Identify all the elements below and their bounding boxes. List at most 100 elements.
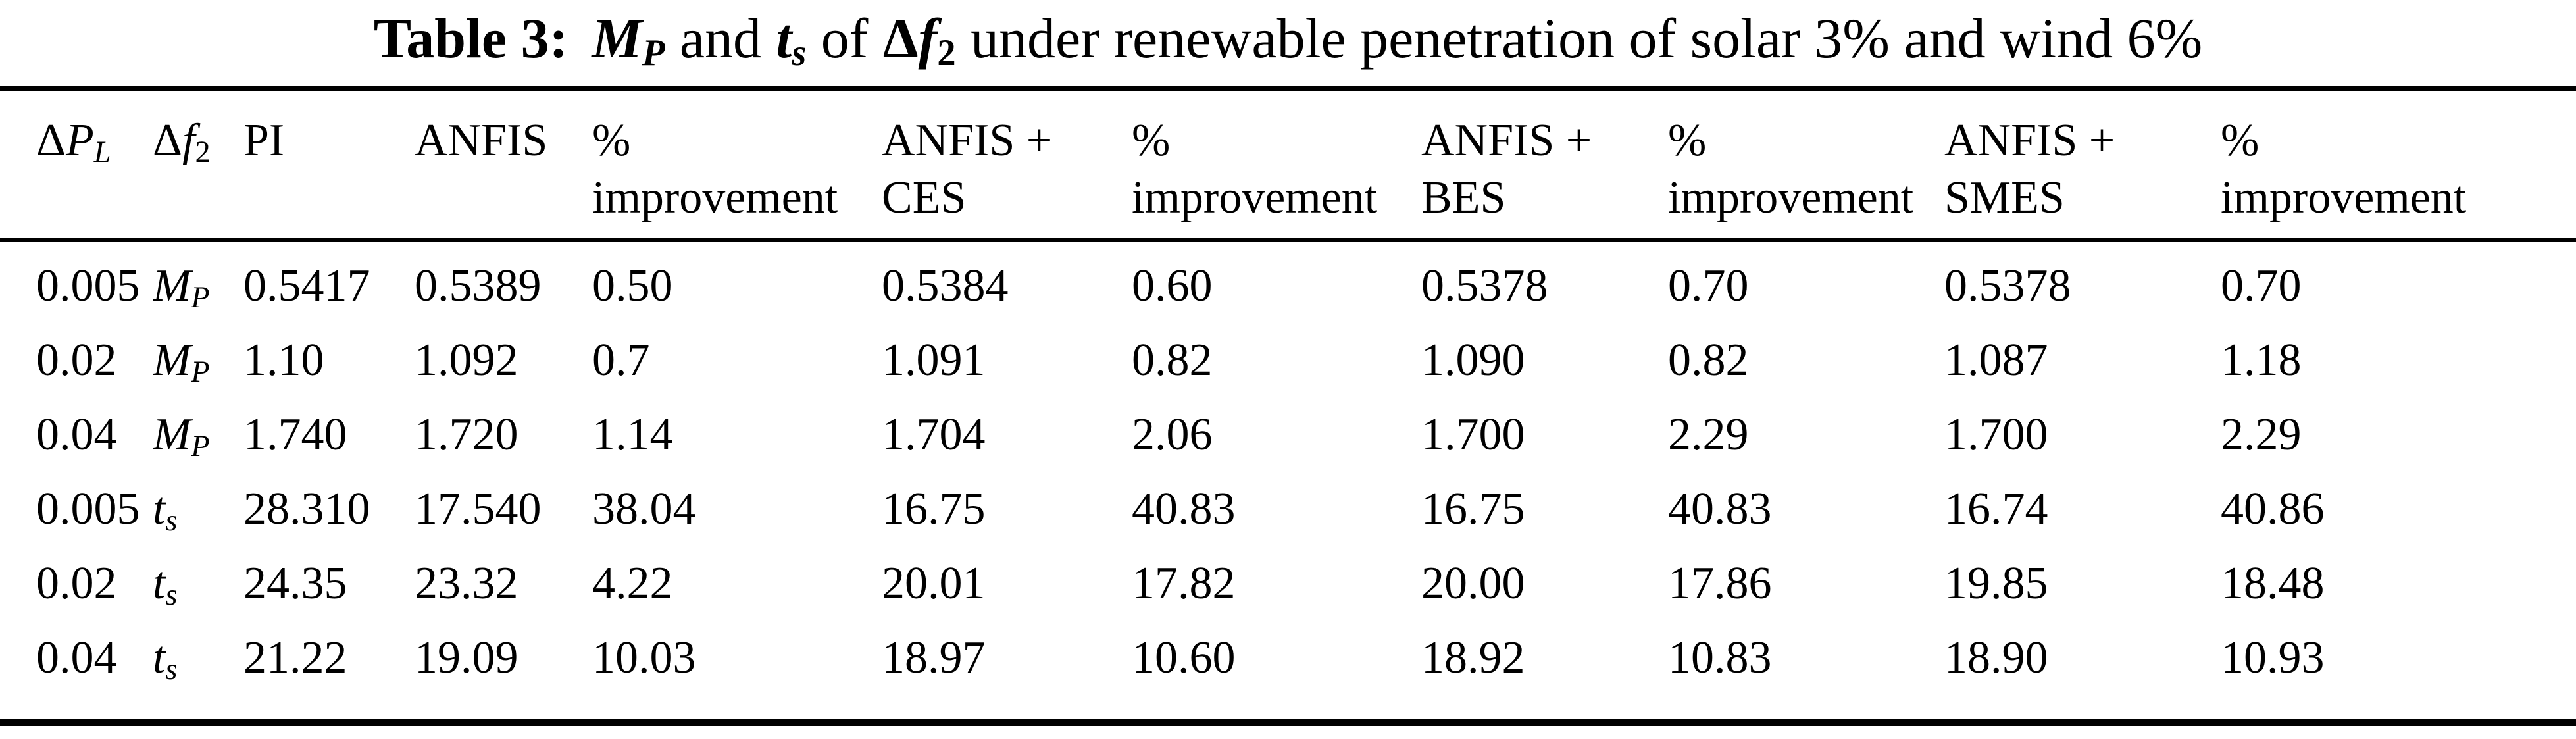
table-row: 0.02 MP 1.10 1.092 0.7 1.091 0.82 1.090 …: [0, 323, 2576, 397]
anfis-plus-2: ANFIS +: [1421, 115, 1592, 166]
metric-subscript: P: [191, 355, 210, 389]
cell-anfis-bes: 0.5378: [1421, 260, 1548, 311]
cell-smes-improvement: 1.18: [2221, 334, 2302, 386]
metric-subscript: s: [165, 652, 178, 686]
ces-label: CES: [882, 172, 967, 224]
header-cell-bes-improvement: % improvement: [1668, 88, 1944, 242]
cell-anfis: 17.540: [415, 483, 542, 534]
pi-label: PI: [243, 115, 285, 166]
header-cell-smes-improvement: % improvement: [2221, 88, 2576, 242]
metric-symbol: t: [153, 557, 166, 609]
metric-subscript: s: [165, 578, 178, 612]
caption-mp-subscript: P: [642, 32, 665, 74]
cell-metric: MP: [153, 240, 243, 323]
metric-symbol: M: [153, 409, 191, 460]
cell-metric: MP: [153, 397, 243, 472]
table-row: 0.005 MP 0.5417 0.5389 0.50 0.5384 0.60 …: [0, 240, 2576, 323]
caption-word-of: of: [821, 7, 869, 70]
cell-anfis-ces: 0.5384: [882, 260, 1009, 311]
smes-label: SMES: [1944, 172, 2065, 224]
header-cell-ces-improvement: % improvement: [1132, 88, 1421, 242]
cell-smes-improvement: 10.93: [2221, 632, 2325, 683]
cell-pi: 1.10: [243, 334, 324, 386]
metric-subscript: s: [165, 503, 178, 538]
cell-anfis-smes: 16.74: [1944, 483, 2048, 534]
cell-dpl: 0.02: [36, 557, 117, 609]
caption-word-and: and: [679, 7, 762, 70]
df2-delta: Δ: [153, 115, 183, 166]
metric-symbol: M: [153, 260, 191, 311]
header-cell-anfis: ANFIS: [415, 88, 592, 242]
cell-anfis: 1.720: [415, 409, 518, 460]
table-row: 0.005 ts 28.310 17.540 38.04 16.75 40.83…: [0, 472, 2576, 546]
table-row: 0.04 ts 21.22 19.09 10.03 18.97 10.60 18…: [0, 621, 2576, 723]
cell-pi: 1.740: [243, 409, 347, 460]
cell-anfis-ces: 18.97: [882, 632, 986, 683]
cell-anfis: 19.09: [415, 632, 518, 683]
pct-sign-4: %: [2221, 115, 2260, 166]
cell-anfis-improvement: 10.03: [592, 632, 696, 683]
cell-bes-improvement: 17.86: [1668, 557, 1772, 609]
cell-anfis-smes: 1.087: [1944, 334, 2048, 386]
cell-bes-improvement: 40.83: [1668, 483, 1772, 534]
caption-delta-symbol: Δ: [882, 7, 919, 70]
cell-metric: MP: [153, 323, 243, 397]
anfis-label: ANFIS: [415, 115, 548, 166]
header-cell-anfis-smes: ANFIS + SMES: [1944, 88, 2221, 242]
cell-anfis-bes: 20.00: [1421, 557, 1525, 609]
cell-anfis-smes: 1.700: [1944, 409, 2048, 460]
header-cell-anfis-bes: ANFIS + BES: [1421, 88, 1668, 242]
results-table: ΔPL Δf2 PI ANFIS % improvement ANFIS + CES…: [0, 86, 2576, 726]
dpl-subscript: L: [93, 135, 111, 169]
cell-anfis-ces: 20.01: [882, 557, 986, 609]
cell-bes-improvement: 0.82: [1668, 334, 1749, 386]
metric-symbol: t: [153, 632, 166, 683]
metric-symbol: M: [153, 334, 191, 386]
anfis-plus-3: ANFIS +: [1944, 115, 2115, 166]
cell-ces-improvement: 0.82: [1132, 334, 1213, 386]
caption-label: Table 3:: [373, 7, 568, 70]
anfis-plus-1: ANFIS +: [882, 115, 1053, 166]
cell-smes-improvement: 18.48: [2221, 557, 2325, 609]
cell-anfis-bes: 16.75: [1421, 483, 1525, 534]
cell-bes-improvement: 2.29: [1668, 409, 1749, 460]
cell-anfis: 0.5389: [415, 260, 542, 311]
cell-anfis-improvement: 4.22: [592, 557, 673, 609]
pct-sign-3: %: [1668, 115, 1707, 166]
dpl-main: P: [66, 115, 94, 166]
improvement-label-3: improvement: [1668, 172, 1914, 224]
cell-smes-improvement: 0.70: [2221, 260, 2302, 311]
pct-sign-1: %: [592, 115, 631, 166]
cell-anfis-smes: 19.85: [1944, 557, 2048, 609]
cell-smes-improvement: 40.86: [2221, 483, 2325, 534]
cell-pi: 21.22: [243, 632, 347, 683]
cell-anfis-ces: 16.75: [882, 483, 986, 534]
dpl-delta: Δ: [36, 115, 66, 166]
cell-dpl: 0.04: [36, 409, 117, 460]
cell-metric: ts: [153, 472, 243, 546]
cell-smes-improvement: 2.29: [2221, 409, 2302, 460]
header-cell-dpl: ΔPL: [0, 88, 153, 242]
cell-pi: 28.310: [243, 483, 370, 534]
cell-anfis: 1.092: [415, 334, 518, 386]
table-row: 0.02 ts 24.35 23.32 4.22 20.01 17.82 20.…: [0, 546, 2576, 621]
cell-anfis-improvement: 1.14: [592, 409, 673, 460]
caption-ts-symbol: t: [776, 7, 792, 70]
cell-anfis-bes: 1.090: [1421, 334, 1525, 386]
df2-subscript: 2: [195, 135, 211, 169]
header-row: ΔPL Δf2 PI ANFIS % improvement ANFIS + CES…: [0, 88, 2576, 242]
cell-anfis-ces: 1.091: [882, 334, 986, 386]
cell-dpl: 0.005: [36, 483, 140, 534]
cell-anfis-smes: 0.5378: [1944, 260, 2071, 311]
pct-sign-2: %: [1132, 115, 1171, 166]
cell-anfis-smes: 18.90: [1944, 632, 2048, 683]
cell-dpl: 0.005: [36, 260, 140, 311]
cell-anfis-improvement: 0.7: [592, 334, 650, 386]
caption-ts-subscript: s: [792, 32, 807, 74]
bes-label: BES: [1421, 172, 1506, 224]
cell-anfis-improvement: 38.04: [592, 483, 696, 534]
cell-ces-improvement: 0.60: [1132, 260, 1213, 311]
metric-subscript: P: [191, 429, 210, 463]
cell-metric: ts: [153, 621, 243, 723]
